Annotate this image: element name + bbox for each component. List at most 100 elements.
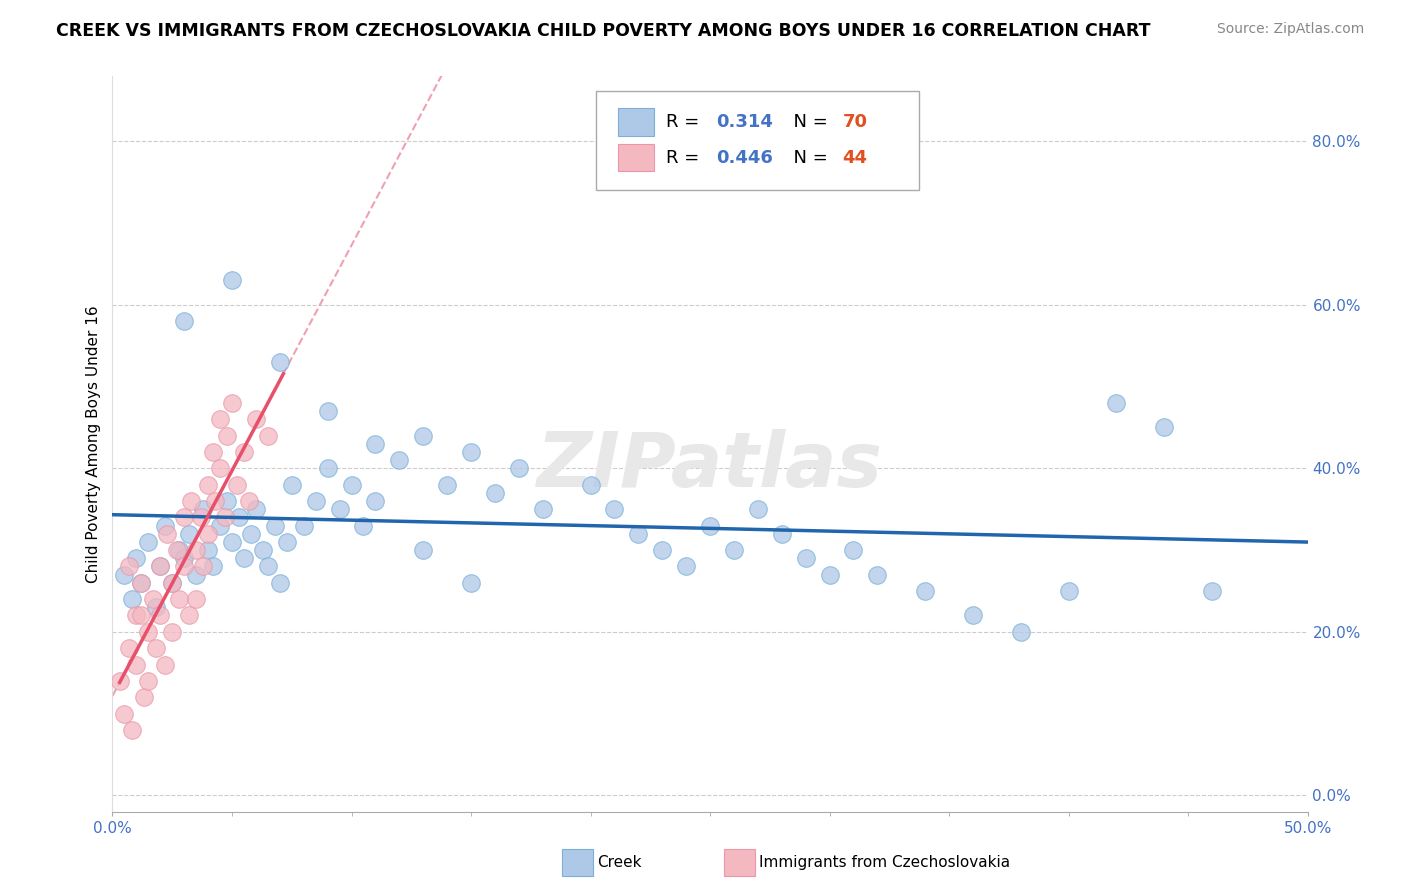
Text: N =: N = <box>782 148 834 167</box>
Point <box>675 559 697 574</box>
Point <box>149 559 172 574</box>
Point <box>1153 420 1175 434</box>
Point <box>209 412 232 426</box>
Point <box>281 477 304 491</box>
Point <box>138 534 160 549</box>
Point <box>316 404 339 418</box>
Point <box>276 534 298 549</box>
Point <box>627 526 650 541</box>
Point <box>238 494 260 508</box>
Point <box>388 453 411 467</box>
Point <box>186 543 208 558</box>
Point <box>145 641 167 656</box>
Point <box>340 477 363 491</box>
Point <box>269 355 291 369</box>
Point <box>221 273 243 287</box>
Point <box>264 518 287 533</box>
Point <box>108 673 131 688</box>
Point <box>460 445 482 459</box>
Point <box>125 551 148 566</box>
Point <box>149 559 172 574</box>
Point <box>169 543 191 558</box>
Text: 0.446: 0.446 <box>716 148 773 167</box>
Point <box>169 592 191 607</box>
Point <box>257 559 280 574</box>
Point <box>209 518 232 533</box>
Point <box>217 428 239 442</box>
Point <box>225 477 247 491</box>
Text: 0.314: 0.314 <box>716 113 773 131</box>
Point <box>240 526 263 541</box>
Point <box>201 445 224 459</box>
FancyBboxPatch shape <box>596 90 920 190</box>
Text: N =: N = <box>782 113 834 131</box>
Point <box>162 624 183 639</box>
Point <box>305 494 328 508</box>
Point <box>114 706 135 721</box>
Point <box>579 477 602 491</box>
Point <box>209 461 232 475</box>
Point <box>747 502 769 516</box>
Point <box>412 543 434 558</box>
Point <box>125 608 148 623</box>
Point <box>460 575 482 590</box>
Point <box>149 608 172 623</box>
Point <box>329 502 352 516</box>
Point <box>201 559 224 574</box>
Point <box>129 608 152 623</box>
Point <box>132 690 155 705</box>
Point <box>114 567 135 582</box>
Point <box>197 526 219 541</box>
Point <box>142 592 165 607</box>
Point <box>145 600 167 615</box>
Point <box>121 723 143 737</box>
Point <box>190 510 212 524</box>
Point <box>1201 583 1223 598</box>
Point <box>316 461 339 475</box>
Text: Source: ZipAtlas.com: Source: ZipAtlas.com <box>1216 22 1364 37</box>
Text: R =: R = <box>666 148 704 167</box>
Point <box>118 641 141 656</box>
Point <box>245 412 267 426</box>
FancyBboxPatch shape <box>619 144 654 171</box>
Point <box>173 551 195 566</box>
Point <box>352 518 374 533</box>
Point <box>257 428 280 442</box>
Point <box>118 559 141 574</box>
Point <box>1010 624 1032 639</box>
Point <box>129 575 152 590</box>
Text: Immigrants from Czechoslovakia: Immigrants from Czechoslovakia <box>759 855 1011 870</box>
Point <box>364 494 387 508</box>
Point <box>138 624 160 639</box>
Point <box>138 673 160 688</box>
Point <box>770 526 793 541</box>
Point <box>252 543 274 558</box>
Point <box>153 657 176 672</box>
Point <box>364 436 387 450</box>
Point <box>531 502 554 516</box>
Point <box>245 502 267 516</box>
Point <box>962 608 984 623</box>
Point <box>412 428 434 442</box>
Text: Creek: Creek <box>598 855 643 870</box>
Point <box>129 575 152 590</box>
Point <box>153 518 176 533</box>
Point <box>221 396 243 410</box>
Point <box>228 510 250 524</box>
Point <box>508 461 530 475</box>
Point <box>1057 583 1080 598</box>
Text: R =: R = <box>666 113 704 131</box>
Point <box>233 445 256 459</box>
Point <box>162 575 183 590</box>
Point <box>292 518 315 533</box>
Point <box>156 526 179 541</box>
Point <box>173 314 195 328</box>
Point <box>177 608 200 623</box>
Text: 70: 70 <box>842 113 868 131</box>
Point <box>842 543 865 558</box>
Point <box>180 494 202 508</box>
Point <box>699 518 721 533</box>
Y-axis label: Child Poverty Among Boys Under 16: Child Poverty Among Boys Under 16 <box>86 305 101 582</box>
Point <box>125 657 148 672</box>
Point <box>177 526 200 541</box>
